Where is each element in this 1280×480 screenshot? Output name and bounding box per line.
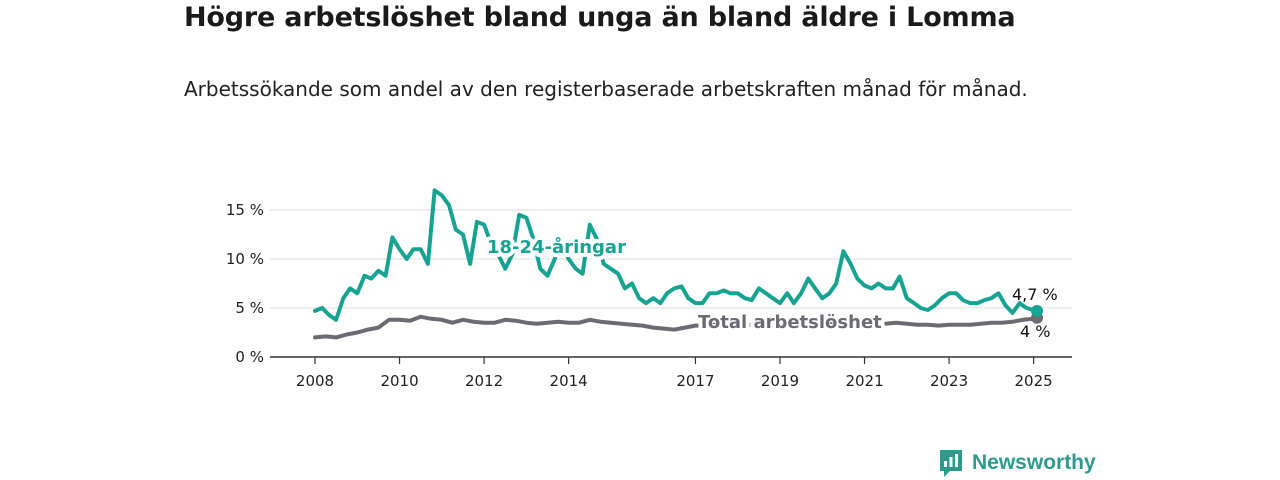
x-tick-label: 2023 xyxy=(930,372,968,390)
x-tick-label: 2025 xyxy=(1015,372,1053,390)
series-label-total: Total arbetslöshet xyxy=(698,312,882,333)
y-tick-label: 0 % xyxy=(235,348,264,366)
grid-lines xyxy=(270,209,1072,358)
series-label-total-halo: Total arbetslöshet xyxy=(698,312,882,333)
x-axis-ticks: 2008 2010 2012 2014 2017 2019 2021 2023 2025 xyxy=(296,357,1053,390)
x-tick-label: 2017 xyxy=(676,372,714,390)
chart-title: Högre arbetslöshet bland unga än bland ä… xyxy=(184,2,1016,33)
brand-name: Newsworthy xyxy=(972,451,1096,474)
x-tick-label: 2019 xyxy=(761,372,799,390)
y-tick-label: 5 % xyxy=(235,299,264,317)
x-tick-label: 2021 xyxy=(845,372,883,390)
x-tick-label: 2012 xyxy=(465,372,503,390)
end-dot-youth xyxy=(1031,304,1043,317)
series-label-youth: 18-24-åringar xyxy=(487,236,626,258)
newsworthy-logo-icon xyxy=(940,450,962,477)
y-tick-label: 10 % xyxy=(226,250,264,268)
series-line-total xyxy=(313,314,1039,340)
series-lines xyxy=(313,188,1043,340)
end-value-youth: 4,7 % xyxy=(1012,285,1058,304)
y-axis-ticks: 0 % 5 % 10 % 15 % xyxy=(226,201,264,366)
chart-subtitle: Arbetssökande som andel av den registerb… xyxy=(184,77,1028,101)
y-tick-label: 15 % xyxy=(226,201,264,219)
x-tick-label: 2010 xyxy=(380,372,418,390)
x-tick-label: 2008 xyxy=(296,372,334,390)
x-tick-label: 2014 xyxy=(550,372,588,390)
brand-logo: Newsworthy xyxy=(938,448,1096,478)
series-label-youth-halo: 18-24-åringar xyxy=(487,236,626,258)
end-value-total: 4 % xyxy=(1020,322,1050,341)
series-line-youth xyxy=(313,188,1039,322)
